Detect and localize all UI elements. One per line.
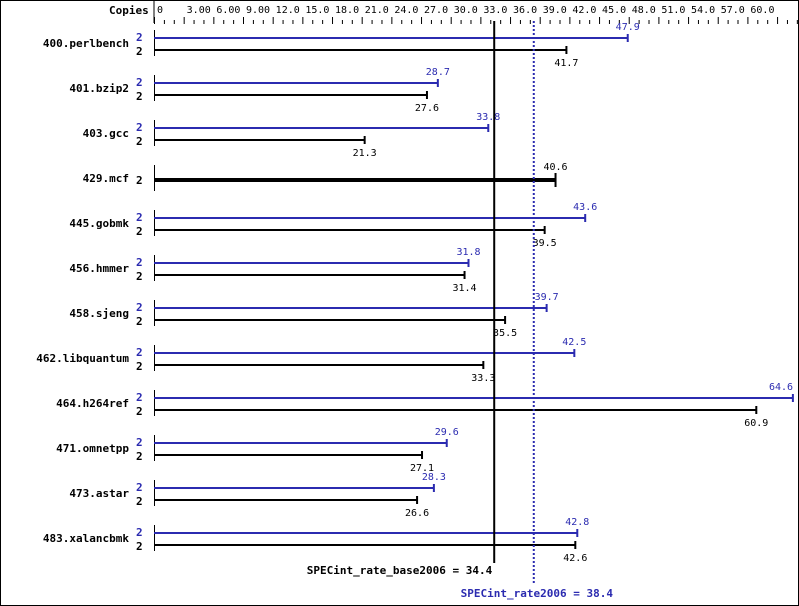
tick-label: 57.0 [721,5,745,16]
tick-label: 45.0 [602,5,626,16]
base-copies-label: 2 [136,270,143,283]
tick-label: 30.0 [454,5,478,16]
benchmark-row: 445.gobmk 22 43.6 39.5 [69,202,597,249]
benchmark-label: 458.sjeng [69,307,129,320]
tick-label: 24.0 [394,5,418,16]
base-copies-label: 2 [136,360,143,373]
base-value-label: 33.3 [471,373,495,384]
base-value-label: 40.6 [543,162,567,173]
benchmark-label: 429.mcf [83,172,129,185]
base-value-label: 42.6 [563,553,587,564]
benchmark-row: 464.h264ref 22 64.6 60.9 [56,382,794,429]
benchmark-label: 400.perlbench [43,37,129,50]
base-value-label: 60.9 [744,418,768,429]
peak-copies-label: 2 [136,526,143,539]
peak-value-label: 31.8 [456,247,480,258]
base-copies-label: 2 [136,315,143,328]
benchmark-row: 471.omnetpp 22 29.6 27.1 [56,427,459,474]
base-value-label: 27.6 [415,103,439,114]
tick-label: 3.00 [187,5,211,16]
peak-value-label: 47.9 [616,22,640,33]
benchmark-row: 400.perlbench 22 47.9 41.7 [43,22,640,69]
peak-value-label: 28.3 [422,472,446,483]
tick-label: 33.0 [483,5,507,16]
tick-label: 9.00 [246,5,270,16]
benchmark-row: 458.sjeng 22 39.7 35.5 [69,292,558,339]
base-value-label: 31.4 [452,283,476,294]
tick-label: 42.0 [572,5,596,16]
base-value-label: 39.5 [533,238,557,249]
benchmark-label: 471.omnetpp [56,442,129,455]
base-copies-label: 2 [136,450,143,463]
tick-label: 6.00 [216,5,240,16]
base-copies-label: 2 [136,135,143,148]
benchmark-label: 401.bzip2 [69,82,129,95]
peak-copies-label: 2 [136,346,143,359]
benchmark-row: 456.hmmer 22 31.8 31.4 [69,247,480,294]
tick-label: 51.0 [661,5,685,16]
benchmark-row: 401.bzip2 22 28.7 27.6 [69,67,449,114]
peak-copies-label: 2 [136,76,143,89]
base-value-label: 41.7 [554,58,578,69]
base-copies-label: 2 [136,540,143,553]
peak-value-label: 42.8 [565,517,589,528]
benchmark-label: 403.gcc [83,127,129,140]
tick-label: 48.0 [632,5,656,16]
base-copies-label: 2 [136,495,143,508]
tick-label: 36.0 [513,5,537,16]
tick-label: 27.0 [424,5,448,16]
benchmark-row: 483.xalancbmk 22 42.8 42.6 [43,517,589,564]
base-value-label: 35.5 [493,328,517,339]
axis-label: Copies [109,4,149,17]
peak-value-label: 28.7 [426,67,450,78]
base-copies-label: 2 [136,90,143,103]
tick-label: 18.0 [335,5,359,16]
peak-copies-label: 2 [136,391,143,404]
benchmark-row: 429.mcf 2 40.6 [83,162,568,191]
peak-copies-label: 2 [136,301,143,314]
peak-value-label: 29.6 [435,427,459,438]
benchmark-label: 456.hmmer [69,262,129,275]
tick-label: 21.0 [365,5,389,16]
base-copies-label: 2 [136,225,143,238]
peak-value-label: 42.5 [562,337,586,348]
benchmark-row: 403.gcc 22 33.8 21.3 [83,112,501,159]
peak-copies-label: 2 [136,256,143,269]
tick-label: 12.0 [276,5,300,16]
peak-score-label: SPECint_rate2006 = 38.4 [461,587,614,600]
base-value-label: 27.1 [410,463,434,474]
benchmark-label: 462.libquantum [36,352,129,365]
tick-label: 60.0 [750,5,774,16]
tick-label: 0 [157,5,163,16]
base-value-label: 26.6 [405,508,429,519]
peak-copies-label: 2 [136,436,143,449]
reference-lines: SPECint_rate_base2006 = 34.4 SPECint_rat… [307,21,614,600]
base-copies-label: 2 [136,45,143,58]
benchmark-label: 464.h264ref [56,397,129,410]
benchmark-label: 473.astar [69,487,129,500]
peak-value-label: 33.8 [476,112,500,123]
benchmark-label: 445.gobmk [69,217,129,230]
peak-value-label: 43.6 [573,202,597,213]
tick-label: 39.0 [543,5,567,16]
benchmark-label: 483.xalancbmk [43,532,129,545]
copies-label: 2 [136,174,143,187]
peak-value-label: 39.7 [535,292,559,303]
x-axis: 0 3.00 6.00 9.00 12.0 15.0 18.0 21.0 24.0 27.0 30.… [154,5,798,24]
peak-copies-label: 2 [136,121,143,134]
benchmark-row: 462.libquantum 22 42.5 33.3 [36,337,586,384]
peak-copies-label: 2 [136,211,143,224]
peak-copies-label: 2 [136,31,143,44]
base-score-label: SPECint_rate_base2006 = 34.4 [307,564,493,577]
tick-label: 15.0 [305,5,329,16]
tick-label: 54.0 [691,5,715,16]
peak-copies-label: 2 [136,481,143,494]
benchmark-row: 473.astar 22 28.3 26.6 [69,472,446,519]
peak-value-label: 64.6 [769,382,793,393]
base-copies-label: 2 [136,405,143,418]
base-value-label: 21.3 [353,148,377,159]
